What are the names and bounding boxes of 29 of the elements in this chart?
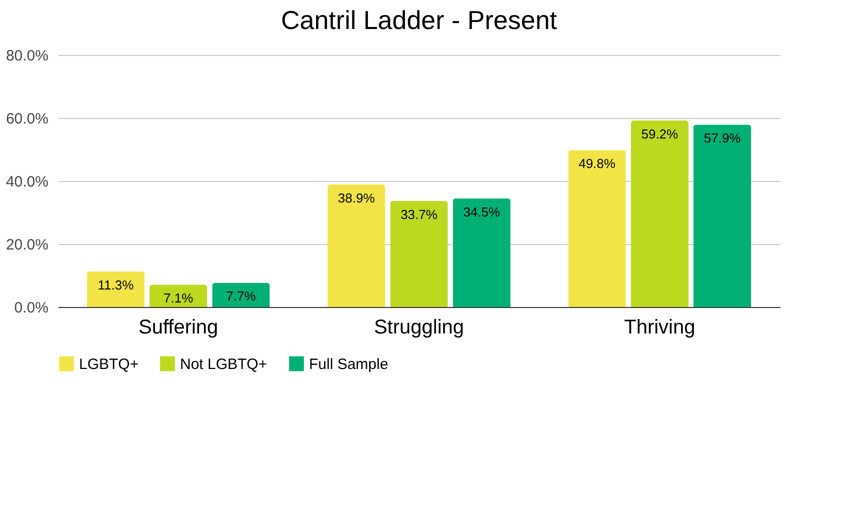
- legend-label: LGBTQ+: [79, 356, 139, 373]
- y-tick-label: 0.0%: [14, 300, 48, 316]
- data-label: 59.2%: [641, 126, 679, 142]
- bar: [328, 184, 386, 307]
- data-label: 7.7%: [226, 288, 256, 304]
- y-tick-label: 80.0%: [6, 48, 48, 64]
- bar: [568, 150, 626, 307]
- y-tick-label: 40.0%: [6, 174, 48, 190]
- data-label: 49.8%: [578, 156, 616, 172]
- legend-label: Not LGBTQ+: [180, 356, 268, 373]
- data-label: 7.1%: [164, 290, 194, 306]
- bar: [693, 124, 752, 307]
- y-tick-label: 60.0%: [6, 110, 48, 128]
- data-label: 57.9%: [704, 130, 742, 146]
- data-label: 11.3%: [98, 277, 134, 292]
- bar: [212, 282, 270, 307]
- x-tick-label: Thriving: [624, 316, 696, 338]
- bar: [390, 200, 448, 307]
- bar: [452, 198, 510, 307]
- legend-label: Full Sample: [309, 356, 388, 373]
- data-label: 33.7%: [400, 206, 438, 222]
- chart-title: Cantril Ladder - Present: [280, 5, 558, 35]
- x-tick-label: Struggling: [374, 316, 464, 338]
- x-tick-label: Suffering: [138, 316, 218, 338]
- bar: [86, 271, 145, 307]
- data-label: 34.5%: [463, 204, 501, 220]
- bar: [630, 120, 688, 307]
- y-tick-label: 20.0%: [6, 236, 48, 254]
- data-label: 38.9%: [338, 190, 376, 206]
